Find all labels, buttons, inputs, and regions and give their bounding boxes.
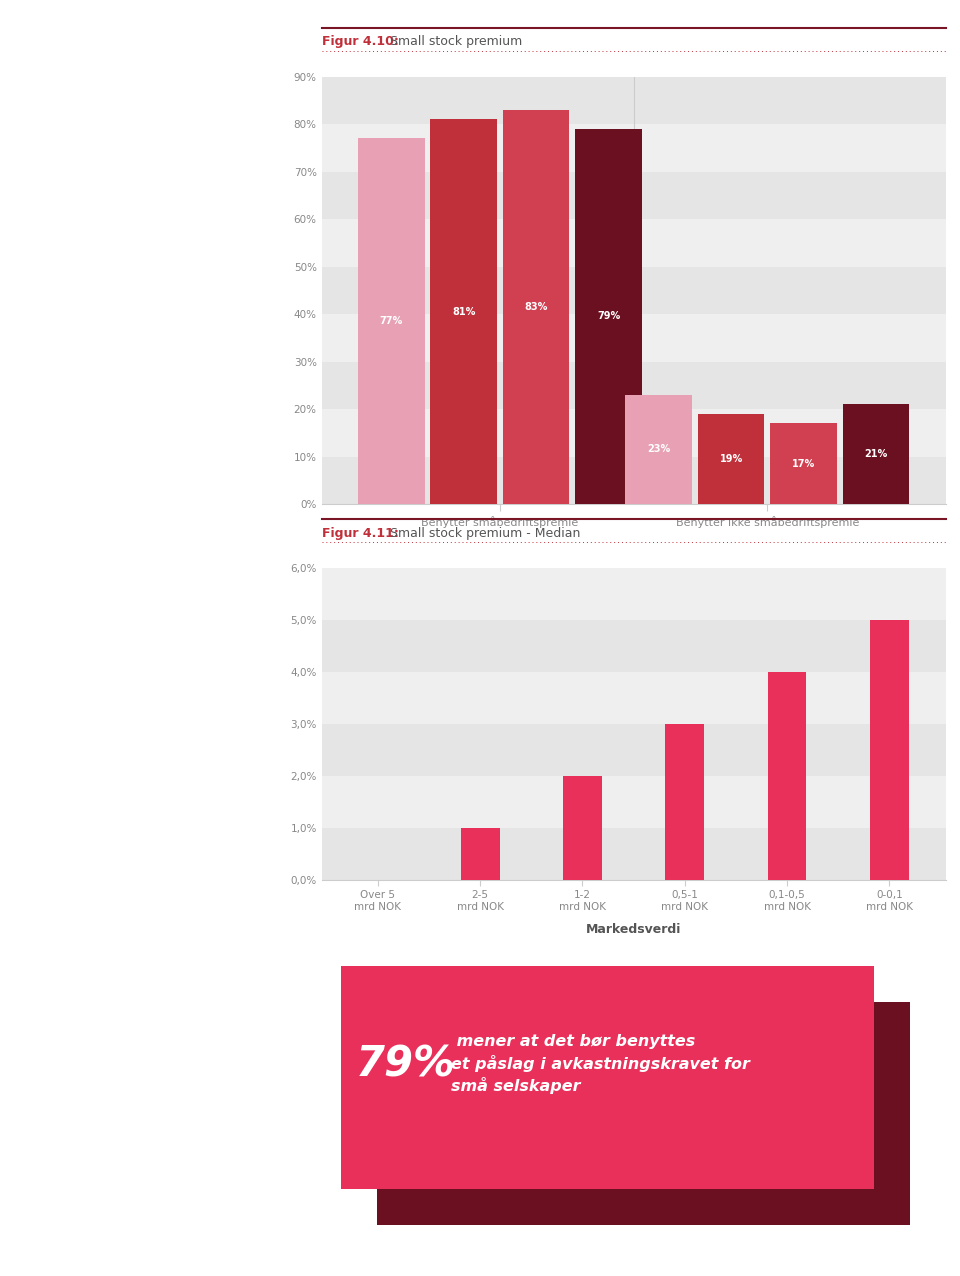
Bar [461,828,499,880]
Text: 83%: 83% [524,302,548,311]
Bar [503,110,569,504]
Bar [322,776,946,828]
Bar [870,620,909,880]
Bar [770,424,837,504]
Bar [322,457,946,504]
Bar [358,138,424,504]
Text: 19%: 19% [719,454,743,464]
Bar [322,620,946,672]
Bar [625,394,692,504]
X-axis label: Markedsverdi: Markedsverdi [586,923,682,935]
Bar [563,776,602,880]
Bar [322,410,946,457]
Bar [430,120,497,504]
Text: Small stock premium: Small stock premium [386,36,522,48]
Legend: 2011, 2012, 2013, 2014: 2011, 2012, 2013, 2014 [519,564,748,584]
Bar [322,124,946,171]
Bar [322,725,946,776]
Bar [843,404,909,504]
Text: 81%: 81% [452,306,475,316]
Text: Figur 4.10:: Figur 4.10: [322,36,398,48]
Bar [322,568,946,620]
Bar [665,725,705,880]
Bar [698,413,764,504]
Text: 21%: 21% [864,449,888,459]
Bar [575,129,642,504]
Text: 79%: 79% [356,1044,456,1085]
Text: 17%: 17% [792,458,815,468]
Bar [322,828,946,880]
Bar [322,672,946,725]
Bar [322,77,946,124]
Bar [322,314,946,361]
Text: Figur 4.11:: Figur 4.11: [322,527,398,540]
Text: Small stock premium - Median: Small stock premium - Median [386,527,580,540]
Bar [768,672,806,880]
Text: 23%: 23% [647,444,670,454]
Bar [322,361,946,410]
Bar [322,171,946,219]
Bar [322,267,946,314]
Text: mener at det bør benyttes
et påslag i avkastningskravet for
små selskaper: mener at det bør benyttes et påslag i av… [451,1034,750,1095]
Text: 79%: 79% [597,311,620,322]
Text: 77%: 77% [379,316,403,327]
Bar [322,219,946,267]
